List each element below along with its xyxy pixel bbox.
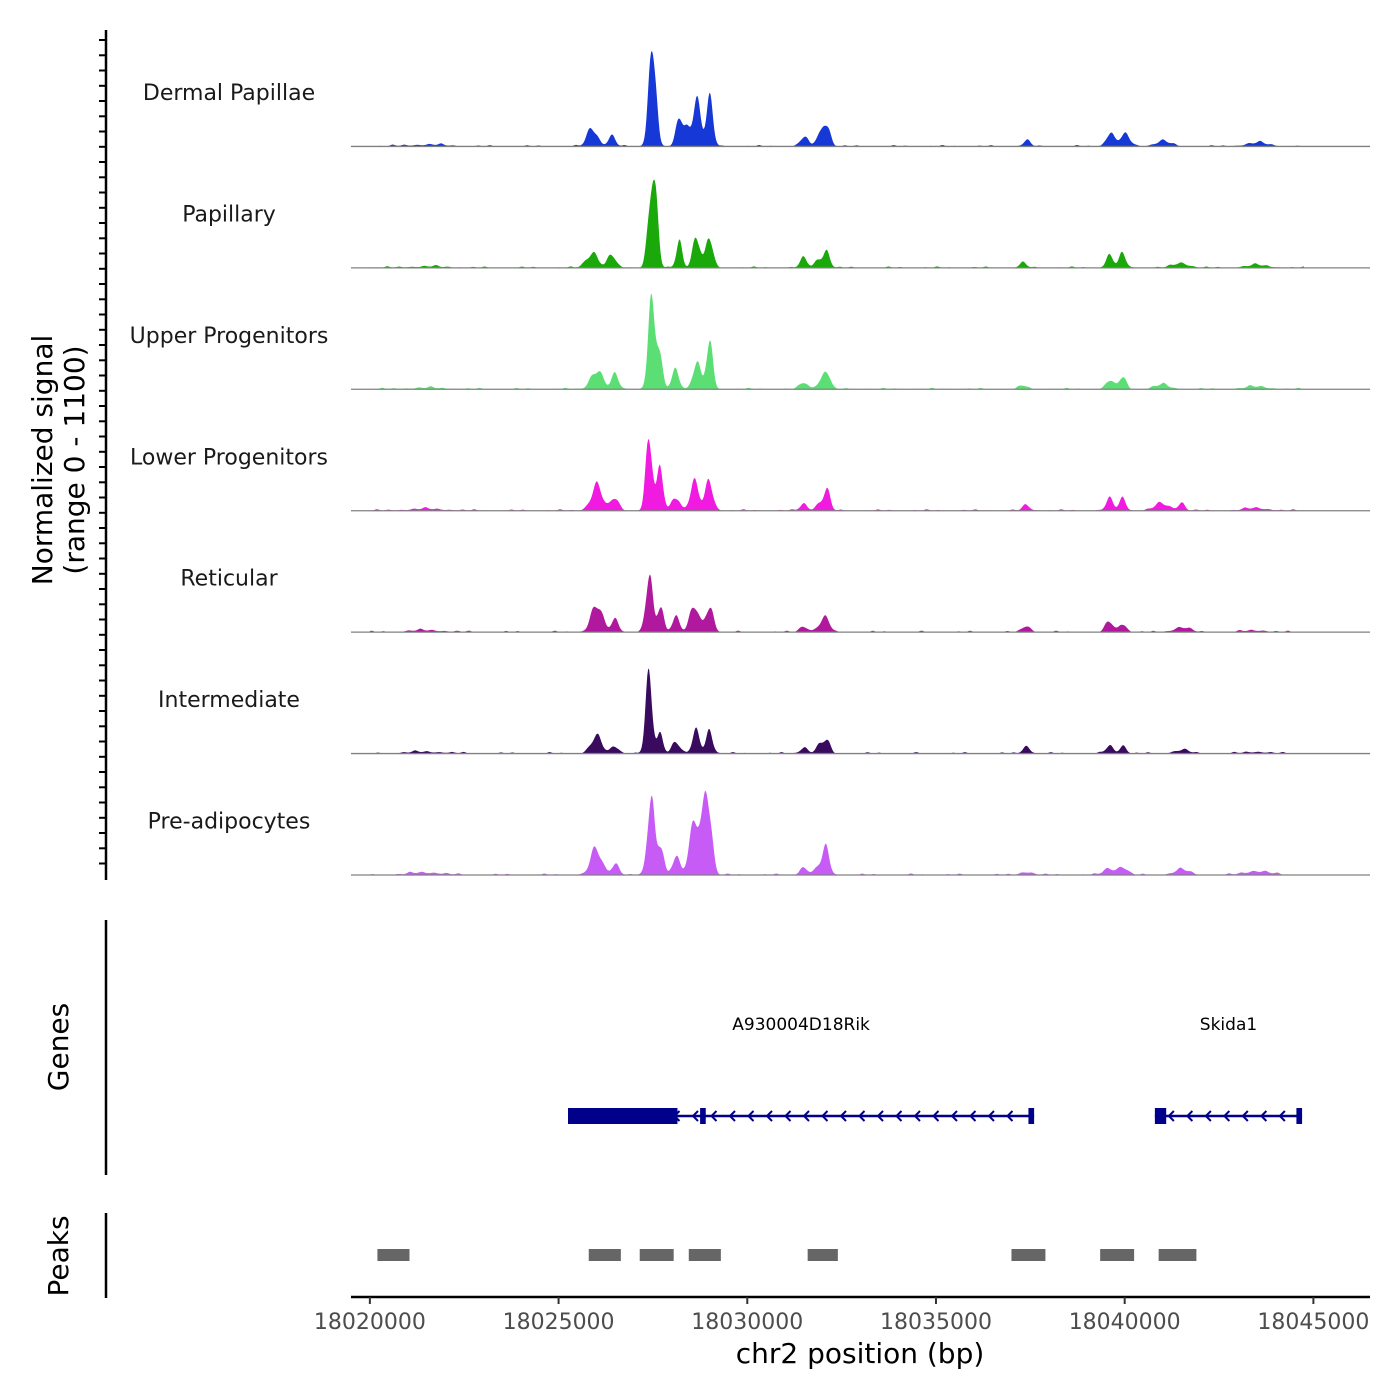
track-7: Pre-adipocytes xyxy=(148,790,1370,876)
x-tick-label: 18025000 xyxy=(503,1310,615,1335)
track-signal-area xyxy=(369,790,1304,875)
track-label: Lower Progenitors xyxy=(130,445,328,470)
peaks-track-label: Peaks xyxy=(42,1215,75,1296)
track-signal-area xyxy=(369,50,1304,147)
track-signal-area xyxy=(369,438,1304,511)
strand-arrow xyxy=(1278,1110,1286,1122)
x-tick-label: 18040000 xyxy=(1069,1310,1181,1335)
strand-arrow xyxy=(728,1110,736,1122)
gene-exon xyxy=(1296,1108,1303,1124)
gene-exon xyxy=(1028,1108,1035,1124)
genes-track-label: Genes xyxy=(42,1003,75,1091)
strand-arrow xyxy=(858,1110,866,1122)
strand-arrow xyxy=(913,1110,921,1122)
strand-arrow xyxy=(876,1110,884,1122)
track-1: Dermal Papillae xyxy=(143,50,1370,148)
peak-region xyxy=(1100,1249,1135,1261)
strand-arrow xyxy=(747,1110,755,1122)
signal-y-axis-title: Normalized signal xyxy=(26,335,59,586)
track-label: Dermal Papillae xyxy=(143,81,315,106)
track-signal-area xyxy=(369,179,1304,268)
strand-arrow xyxy=(1222,1110,1231,1122)
x-tick-label: 18035000 xyxy=(880,1310,992,1335)
strand-arrow xyxy=(932,1110,940,1122)
gene-exon xyxy=(1154,1108,1167,1124)
peak-region xyxy=(807,1249,838,1261)
strand-arrow xyxy=(821,1110,829,1122)
x-tick-label: 18020000 xyxy=(314,1310,426,1335)
track-label: Intermediate xyxy=(158,688,300,713)
peak-region xyxy=(377,1249,410,1261)
strand-arrow xyxy=(1241,1110,1249,1122)
strand-arrow xyxy=(839,1110,847,1122)
peak-region xyxy=(688,1249,721,1261)
x-tick-label: 18045000 xyxy=(1257,1310,1369,1335)
track-5: Reticular xyxy=(180,567,1370,633)
peak-region xyxy=(588,1249,621,1261)
peak-region xyxy=(1158,1249,1197,1261)
x-axis-ticks: 18020000 18025000 18030000 18035000 18040000… xyxy=(314,1297,1369,1335)
strand-arrow xyxy=(969,1110,977,1122)
signal-y-axis-ticks xyxy=(99,39,106,865)
strand-arrow xyxy=(950,1110,958,1122)
track-3: Upper Progenitors xyxy=(130,293,1370,390)
strand-arrow xyxy=(1259,1110,1268,1122)
x-axis-title: chr2 position (bp) xyxy=(736,1337,985,1370)
track-label: Papillary xyxy=(182,202,276,227)
strand-arrow xyxy=(765,1110,773,1122)
track-label: Pre-adipocytes xyxy=(148,810,311,835)
gene-a930004d18rik: A930004D18Rik xyxy=(568,1015,1035,1124)
track-signal-area xyxy=(369,293,1304,390)
gene-exon xyxy=(568,1108,678,1124)
strand-arrow xyxy=(1167,1110,1175,1122)
gene-annotations: A930004D18Rik Skida1 xyxy=(568,1015,1303,1124)
strand-arrow xyxy=(802,1110,810,1122)
track-6: Intermediate xyxy=(158,668,1370,755)
gene-label: Skida1 xyxy=(1200,1015,1257,1035)
gene-skida1: Skida1 xyxy=(1154,1015,1303,1124)
peak-region xyxy=(639,1249,674,1261)
strand-arrow xyxy=(691,1110,699,1122)
strand-arrow xyxy=(1185,1110,1194,1122)
peak-regions xyxy=(377,1249,1197,1261)
x-tick-label: 18030000 xyxy=(691,1310,803,1335)
gene-exon xyxy=(700,1108,706,1124)
strand-arrow xyxy=(784,1110,792,1122)
track-signal-area xyxy=(369,574,1304,633)
signal-y-axis-subtitle: (range 0 - 1100) xyxy=(58,345,91,574)
track-label: Reticular xyxy=(180,567,278,592)
strand-arrow xyxy=(987,1110,995,1122)
track-signal-area xyxy=(369,668,1304,754)
strand-arrow xyxy=(895,1110,903,1122)
gene-label: A930004D18Rik xyxy=(732,1015,870,1035)
peak-region xyxy=(1011,1249,1046,1261)
track-2: Papillary xyxy=(182,179,1370,269)
strand-arrow xyxy=(710,1110,718,1122)
signal-tracks: Dermal Papillae Papillary Upper Progenitor… xyxy=(130,50,1370,876)
track-label: Upper Progenitors xyxy=(130,324,329,349)
strand-arrow xyxy=(1204,1110,1212,1122)
track-4: Lower Progenitors xyxy=(130,438,1370,512)
strand-arrow xyxy=(1006,1110,1014,1122)
